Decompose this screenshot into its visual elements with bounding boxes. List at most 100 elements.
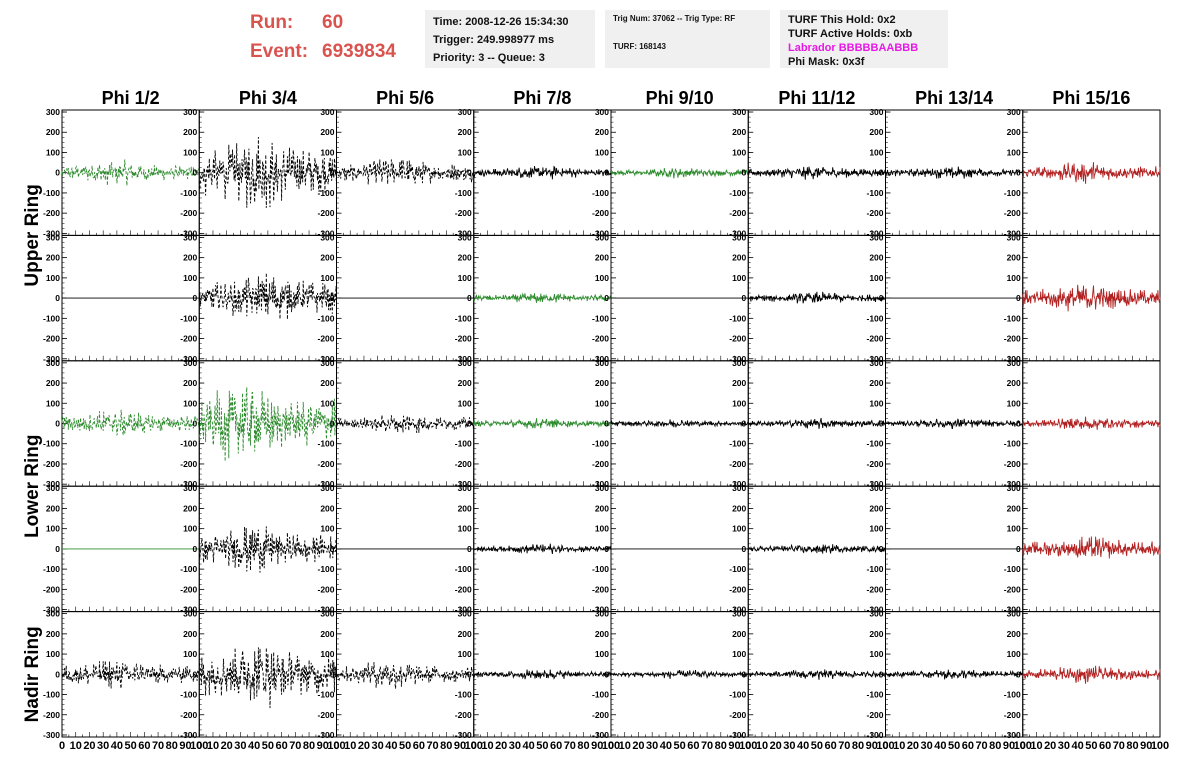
x-tick-label: 100 [1014, 740, 1032, 752]
y-tick-label: -300 [180, 730, 197, 740]
x-tick-label: 100 [190, 740, 208, 752]
trigger-text: Trigger: 249.998977 ms [433, 34, 555, 46]
y-tick-label: -200 [592, 459, 609, 469]
turf-hold-text: TURF This Hold: 0x2 [788, 14, 896, 26]
column-title: Phi 5/6 [376, 88, 434, 108]
column-title: Phi 7/8 [513, 88, 571, 108]
y-tick-label: 0 [55, 419, 60, 429]
x-tick-label: 70 [838, 740, 850, 752]
y-tick-label: 200 [732, 629, 746, 639]
y-tick-label: -100 [43, 313, 60, 323]
event-line: Event: 6939834 [250, 37, 396, 66]
waveform-trace [885, 166, 1024, 179]
run-line: Run: 60 [250, 8, 396, 37]
trig-num-text: Trig Num: 37062 -- Trig Type: RF [613, 14, 736, 23]
x-tick-label: 90 [1003, 740, 1015, 752]
x-tick-label: 90 [1140, 740, 1152, 752]
x-tick-label: 30 [97, 740, 109, 752]
x-tick-label: 10 [893, 740, 905, 752]
y-tick-label: -100 [455, 439, 472, 449]
y-tick-label: 0 [193, 419, 198, 429]
phi-mask-text: Phi Mask: 0x3f [788, 56, 865, 68]
x-tick-label: 60 [962, 740, 974, 752]
y-tick-label: -300 [729, 730, 746, 740]
y-tick-label: 100 [732, 398, 746, 408]
y-tick-label: 200 [320, 378, 334, 388]
x-tick-label: 100 [739, 740, 757, 752]
waveform-trace [747, 291, 886, 304]
y-tick-label: -300 [317, 730, 334, 740]
x-tick-label: 80 [1126, 740, 1138, 752]
y-tick-label: 100 [458, 398, 472, 408]
waveform-trace [1022, 536, 1161, 559]
y-tick-label: 0 [604, 669, 609, 679]
y-tick-label: -200 [866, 710, 883, 720]
y-tick-label: -300 [180, 605, 197, 615]
x-tick-label: 30 [921, 740, 933, 752]
waveform-trace [198, 526, 337, 573]
y-tick-label: -200 [180, 208, 197, 218]
y-tick-label: 100 [595, 649, 609, 659]
y-tick-label: 200 [320, 253, 334, 263]
y-tick-label: -100 [1004, 313, 1021, 323]
waveform-trace [747, 543, 886, 554]
y-tick-label: 0 [604, 293, 609, 303]
y-tick-label: 0 [55, 168, 60, 178]
y-tick-label: 300 [183, 483, 197, 493]
y-tick-label: -300 [43, 479, 60, 489]
y-tick-label: 100 [458, 649, 472, 659]
y-tick-label: -200 [317, 710, 334, 720]
y-tick-label: -300 [317, 354, 334, 364]
y-tick-label: -100 [43, 690, 60, 700]
waveform-trace [748, 669, 886, 680]
y-tick-label: -200 [455, 334, 472, 344]
y-tick-label: -300 [43, 228, 60, 238]
y-tick-label: 200 [732, 127, 746, 137]
y-tick-label: 200 [183, 378, 197, 388]
y-tick-label: -100 [455, 313, 472, 323]
y-tick-label: 300 [869, 483, 883, 493]
y-tick-label: -300 [592, 354, 609, 364]
y-tick-label: 100 [595, 273, 609, 283]
y-tick-label: -100 [1004, 188, 1021, 198]
y-tick-label: -300 [592, 228, 609, 238]
waveform-trace [473, 418, 612, 429]
y-tick-label: -200 [43, 459, 60, 469]
y-tick-label: -200 [43, 208, 60, 218]
y-tick-label: -200 [317, 584, 334, 594]
run-value: 60 [322, 12, 344, 33]
x-tick-label: 80 [852, 740, 864, 752]
y-tick-label: -100 [43, 188, 60, 198]
waveform-trace [473, 292, 612, 303]
y-tick-label: -100 [592, 188, 609, 198]
waveform-trace [336, 159, 475, 185]
y-tick-label: 200 [458, 629, 472, 639]
waveform-trace [473, 543, 612, 554]
event-label: Event: [250, 41, 309, 62]
y-tick-label: 300 [869, 609, 883, 619]
y-tick-label: 200 [46, 127, 60, 137]
y-tick-label: 100 [46, 649, 60, 659]
y-tick-label: -100 [180, 188, 197, 198]
waveform-trace [885, 669, 1024, 680]
y-tick-label: 0 [467, 419, 472, 429]
y-tick-label: 200 [732, 378, 746, 388]
x-tick-label: 60 [687, 740, 699, 752]
y-tick-label: -200 [317, 208, 334, 218]
y-tick-label: 0 [1016, 669, 1021, 679]
y-tick-label: -200 [180, 459, 197, 469]
y-tick-label: -300 [866, 354, 883, 364]
y-tick-label: -300 [592, 730, 609, 740]
x-tick-label: 50 [1085, 740, 1097, 752]
y-tick-label: 300 [183, 358, 197, 368]
y-tick-label: 100 [869, 649, 883, 659]
y-tick-label: 0 [55, 669, 60, 679]
y-tick-label: 100 [183, 398, 197, 408]
y-tick-label: 300 [732, 483, 746, 493]
y-tick-label: 100 [595, 524, 609, 534]
y-tick-label: 200 [320, 629, 334, 639]
x-tick-label: 50 [674, 740, 686, 752]
x-tick-label: 30 [234, 740, 246, 752]
y-tick-label: -100 [1004, 564, 1021, 574]
